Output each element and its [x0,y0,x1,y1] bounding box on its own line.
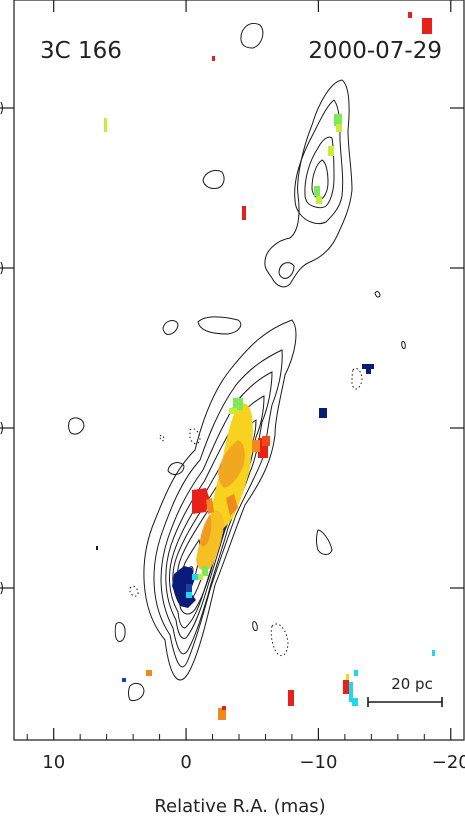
polarization-colormap [96,12,435,720]
intensity-contours [68,23,406,701]
scale-bar: 20 pc [367,675,443,707]
x-axis-label: Relative R.A. (mas) [154,796,325,817]
source-name-label: 3C 166 [40,38,122,64]
x-tick-label: 10 [42,752,65,773]
x-axis-ticks: 10 0 −10 −20 [26,0,465,773]
x-tick-label: −10 [299,752,337,773]
observation-date-label: 2000-07-29 [308,38,442,64]
scale-bar-label: 20 pc [391,675,433,693]
plot-frame [13,0,465,741]
x-tick-label: 0 [180,752,191,773]
x-tick-label: −20 [432,752,465,773]
